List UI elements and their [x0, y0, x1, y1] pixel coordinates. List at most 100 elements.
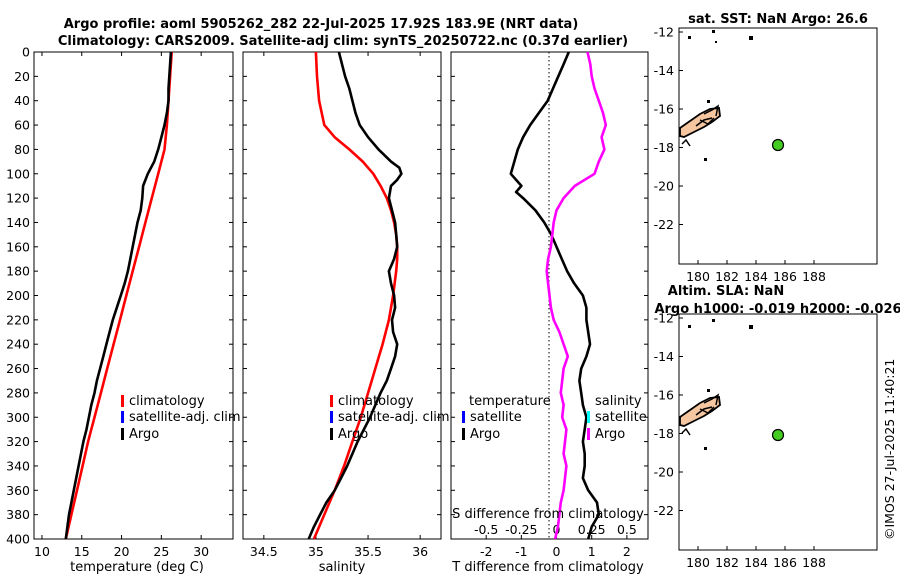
island: [688, 325, 691, 328]
depth-tick-label: 260: [6, 361, 30, 376]
s-difference-axis-label: S difference from climatology: [452, 507, 644, 522]
salinity-argo-line: [307, 51, 403, 540]
sla-map-lat-tick-label: -18: [654, 426, 674, 441]
temperature-tick-label: 20: [114, 544, 130, 559]
salinity-tick-label: 35: [308, 544, 324, 559]
temperature-argo-line: [64, 51, 173, 540]
sst-map-lat-tick-label: -12: [654, 25, 674, 40]
salinity-axis-label: salinity: [319, 560, 366, 575]
t-difference-axis-label: T difference from climatology: [451, 560, 644, 575]
sla-map-lat-tick-label: -16: [654, 388, 674, 403]
sla-map-lat-tick-label: -22: [654, 503, 674, 518]
s-difference-tick-label: 0.5: [617, 522, 637, 537]
credit-stamp: ©IMOS 27-Jul-2025 11:40:21: [882, 359, 897, 540]
depth-tick-label: 160: [6, 239, 30, 254]
chart-marks: 10 15 20 25 30 34.5 35 35.5 36 -2 -1 0 1 2-0.5 -0.25 0 0…: [34, 25, 826, 571]
temperature-panel-frame: [33, 51, 234, 540]
s-difference-tick-label: -0.5: [474, 522, 498, 537]
sst-map-lon-tick-label: 186: [773, 269, 797, 284]
island: [707, 100, 710, 103]
island: [707, 389, 710, 392]
sla-map-title-line1: Altim. SLA: NaN: [668, 284, 784, 299]
t-difference-tick-label: -2: [480, 544, 492, 559]
legend-label-s-satellite: satellite: [595, 410, 647, 425]
depth-tick-label: 200: [6, 288, 30, 303]
legend-swatch-argo: [330, 428, 333, 440]
temperature-difference-line: [509, 51, 601, 540]
legend-label-argo: Argo: [129, 427, 159, 442]
legend-label-satellite: satellite-adj. clim: [338, 410, 450, 425]
legend-swatch-s-satellite: [587, 411, 590, 423]
legend-label-t-argo: Argo: [470, 427, 500, 442]
sla-map-lon-tick-label: 188: [802, 555, 826, 570]
sst-map-lon-tick-label: 180: [686, 269, 710, 284]
depth-tick-label: 40: [14, 93, 30, 108]
t-difference-tick-label: 1: [588, 544, 596, 559]
depth-tick-label: 60: [14, 118, 30, 133]
sla-map-lat-tick-label: -14: [654, 349, 674, 364]
salinity-legend: climatology satellite-adj. clim Argo: [330, 394, 450, 442]
legend-swatch-argo: [121, 428, 124, 440]
depth-axis: 0 20 40 60 80 100 120 140 160 180 200 220 240 260 280 3…: [6, 45, 648, 547]
depth-tick-label: 180: [6, 264, 30, 279]
island: [712, 30, 715, 33]
depth-tick-label: 220: [6, 312, 30, 327]
island: [749, 36, 753, 40]
legend-swatch-satellite: [121, 411, 124, 423]
sst-map-title: sat. SST: NaN Argo: 26.6: [688, 12, 868, 27]
salinity-tick-label: 36: [412, 544, 428, 559]
sst-map-land: [679, 30, 753, 161]
legend-swatch-climatology: [121, 395, 124, 407]
t-difference-tick-label: -1: [515, 544, 527, 559]
sla-map-lat-tick-label: -12: [654, 311, 674, 326]
salinity-climatology-line: [312, 51, 399, 540]
legend-swatch-t-argo: [462, 428, 465, 440]
depth-tick-label: 120: [6, 191, 30, 206]
depth-tick-label: 400: [6, 532, 30, 547]
temperature-climatology-line: [64, 51, 173, 540]
salinity-panel-frame: [242, 51, 442, 540]
depth-tick-label: 340: [6, 458, 30, 473]
reef-outline: [681, 393, 720, 436]
sla-map-lon-tick-label: 184: [744, 555, 768, 570]
depth-tick-label: 360: [6, 483, 30, 498]
temperature-axis-label: temperature (deg C): [70, 560, 204, 575]
island: [704, 158, 707, 161]
t-difference-tick-label: 2: [623, 544, 631, 559]
sla-map-land: [679, 319, 753, 450]
legend-swatch-s-argo: [587, 428, 590, 440]
sla-map-frame: [678, 313, 878, 551]
depth-tick-label: 80: [14, 142, 30, 157]
salinity-tick-label: 34.5: [250, 544, 278, 559]
island: [688, 36, 691, 39]
temperature-tick-label: 15: [74, 544, 90, 559]
sst-map-lat-tick-label: -18: [654, 140, 674, 155]
island: [749, 325, 753, 329]
temperature-tick-label: 25: [153, 544, 169, 559]
temperature-tick-label: 30: [193, 544, 209, 559]
reef-outline: [681, 104, 720, 147]
sst-map-lon-tick-label: 182: [715, 269, 739, 284]
figure-title-line2: Climatology: CARS2009. Satellite-adj cli…: [58, 34, 628, 49]
depth-tick-label: 380: [6, 507, 30, 522]
sla-map-lat-tick-label: -20: [654, 465, 674, 480]
island: [715, 41, 717, 43]
legend-swatch-satellite: [330, 411, 333, 423]
legend-title-temperature: temperature: [469, 394, 551, 409]
sla-map-lon-tick-label: 180: [686, 555, 710, 570]
sla-map-lon-tick-label: 182: [715, 555, 739, 570]
s-difference-tick-label: -0.25: [505, 522, 537, 537]
sla-map-lon-tick-label: 186: [773, 555, 797, 570]
difference-legend: temperature satellite Argo salinity sate…: [462, 394, 647, 442]
sst-map-frame: [678, 27, 878, 265]
depth-tick-label: 320: [6, 434, 30, 449]
sla-map-title-line2: Argo h1000: -0.019 h2000: -0.026: [654, 302, 900, 317]
depth-tick-label: 20: [14, 69, 30, 84]
legend-label-argo: Argo: [338, 427, 368, 442]
figure-title-line1: Argo profile: aoml 5905262_282 22-Jul-20…: [64, 17, 579, 32]
depth-tick-label: 300: [6, 410, 30, 425]
legend-label-t-satellite: satellite: [470, 410, 522, 425]
legend-label-climatology: climatology: [338, 394, 414, 409]
t-difference-tick-label: 0: [553, 544, 561, 559]
